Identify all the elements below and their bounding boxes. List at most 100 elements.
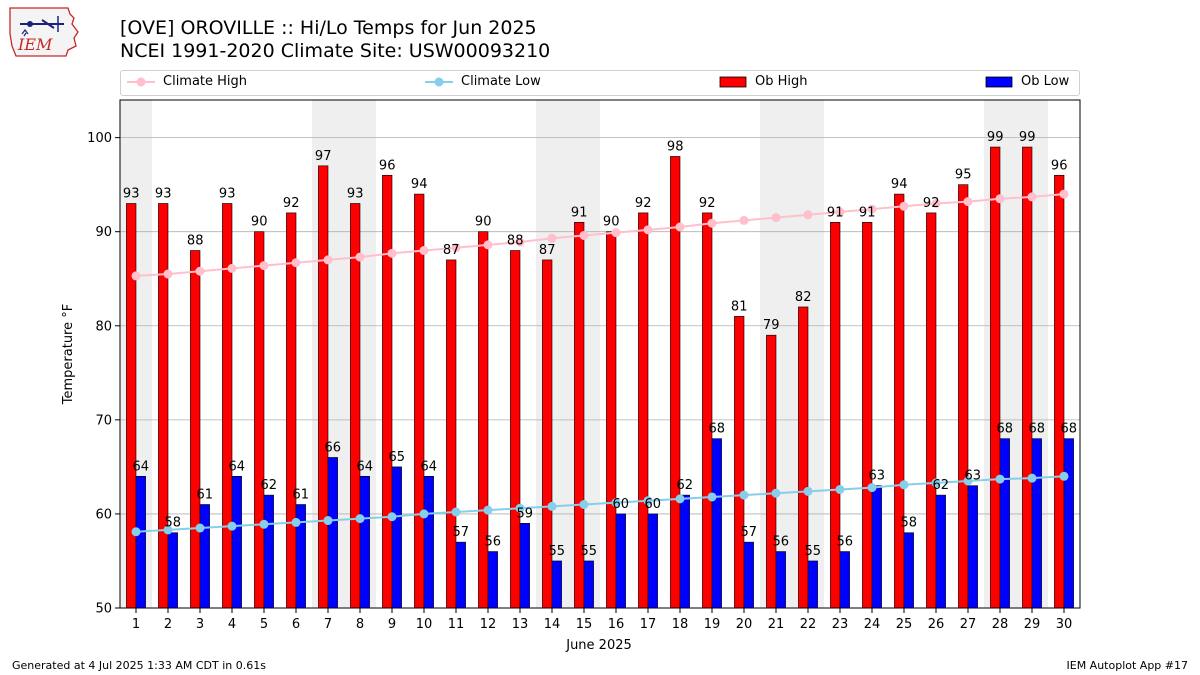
climate-low-point xyxy=(899,480,909,490)
legend-climate-high: Climate High xyxy=(127,74,247,89)
ob-high-value-label: 93 xyxy=(123,186,140,201)
climate-high-point xyxy=(291,258,301,268)
ob-low-swatch-icon xyxy=(985,76,1013,87)
ob-low-bar xyxy=(935,494,946,609)
y-tick-label: 70 xyxy=(95,413,112,428)
ob-high-value-label: 87 xyxy=(443,243,460,258)
ob-low-value-label: 68 xyxy=(1061,422,1078,437)
ob-low-bar xyxy=(679,494,690,609)
ob-low-bar xyxy=(775,551,786,609)
ob-low-bar xyxy=(711,438,722,609)
climate-low-point xyxy=(739,490,749,500)
climate-high-point xyxy=(195,266,205,276)
ob-low-value-label: 55 xyxy=(549,544,566,559)
ob-high-bar xyxy=(286,212,297,609)
climate-low-point xyxy=(643,496,653,506)
ob-high-bar xyxy=(926,212,937,609)
ob-low-bar xyxy=(871,485,882,609)
y-tick-label: 100 xyxy=(87,131,112,146)
climate-high-point xyxy=(227,263,237,273)
ob-high-value-label: 90 xyxy=(603,215,620,230)
climate-high-point xyxy=(387,248,397,258)
ob-high-value-label: 92 xyxy=(923,196,940,211)
x-tick-label: 22 xyxy=(800,617,817,632)
climate-high-point xyxy=(1027,192,1037,202)
ob-high-value-label: 94 xyxy=(891,177,908,192)
ob-low-bar xyxy=(647,513,658,609)
ob-low-value-label: 55 xyxy=(581,544,598,559)
ob-low-value-label: 58 xyxy=(165,516,182,531)
ob-low-bar xyxy=(263,494,274,609)
ob-high-value-label: 93 xyxy=(219,186,236,201)
climate-high-point xyxy=(771,213,781,223)
climate-low-point xyxy=(483,505,493,515)
x-tick-label: 11 xyxy=(448,617,465,632)
climate-low-point xyxy=(515,503,525,513)
ob-low-value-label: 64 xyxy=(421,459,438,474)
ob-high-bar xyxy=(1022,146,1033,609)
ob-low-bar xyxy=(583,560,594,609)
climate-low-point xyxy=(771,488,781,498)
y-tick-label: 90 xyxy=(95,225,112,240)
climate-low-point xyxy=(803,486,813,496)
x-tick-label: 1 xyxy=(132,617,140,632)
ob-high-value-label: 88 xyxy=(507,234,524,249)
ob-low-bar xyxy=(903,532,914,609)
ob-low-value-label: 63 xyxy=(869,469,886,484)
ob-high-value-label: 92 xyxy=(635,196,652,211)
climate-high-line xyxy=(135,193,1065,277)
ob-high-bar xyxy=(862,221,873,609)
ob-high-value-label: 95 xyxy=(955,168,972,183)
ob-low-value-label: 60 xyxy=(613,497,630,512)
climate-high-point xyxy=(547,233,557,243)
ob-low-bar xyxy=(551,560,562,609)
climate-high-point xyxy=(611,228,621,238)
ob-low-bar xyxy=(455,541,466,609)
ob-high-value-label: 96 xyxy=(1051,158,1068,173)
climate-low-point xyxy=(323,516,333,526)
ob-low-bar xyxy=(135,475,146,609)
generated-timestamp: Generated at 4 Jul 2025 1:33 AM CDT in 0… xyxy=(12,659,266,672)
ob-low-value-label: 68 xyxy=(709,422,726,437)
chart-subtitle: NCEI 1991-2020 Climate Site: USW00093210 xyxy=(120,40,551,62)
climate-high-point xyxy=(739,215,749,225)
ob-high-value-label: 90 xyxy=(251,215,268,230)
x-tick-label: 23 xyxy=(832,617,849,632)
ob-high-bar xyxy=(606,231,617,609)
ob-low-bar xyxy=(327,457,338,609)
climate-low-point xyxy=(675,494,685,504)
ob-low-bar xyxy=(1031,438,1042,609)
climate-low-point xyxy=(291,517,301,527)
climate-low-point xyxy=(995,474,1005,484)
x-tick-label: 7 xyxy=(324,617,332,632)
climate-low-point xyxy=(227,521,237,531)
legend-climate-low: Climate Low xyxy=(425,74,541,89)
climate-high-point xyxy=(899,201,909,211)
ob-low-bar xyxy=(839,551,850,609)
ob-low-bar xyxy=(423,475,434,609)
ob-low-value-label: 60 xyxy=(645,497,662,512)
climate-low-line xyxy=(135,475,1065,533)
climate-high-point xyxy=(451,243,461,253)
ob-low-bar xyxy=(999,438,1010,609)
ob-high-value-label: 87 xyxy=(539,243,556,258)
climate-low-point xyxy=(451,507,461,517)
ob-low-value-label: 57 xyxy=(453,525,470,540)
ob-high-value-label: 82 xyxy=(795,290,812,305)
ob-high-value-label: 94 xyxy=(411,177,428,192)
ob-low-value-label: 55 xyxy=(805,544,822,559)
ob-low-value-label: 62 xyxy=(677,478,694,493)
ob-high-bar xyxy=(1054,174,1065,609)
climate-low-point xyxy=(195,523,205,533)
climate-low-point xyxy=(611,498,621,508)
ob-high-bar xyxy=(734,316,745,609)
x-tick-label: 8 xyxy=(356,617,364,632)
ob-high-value-label: 99 xyxy=(987,130,1004,145)
ob-low-bar xyxy=(231,475,242,609)
ob-high-bar xyxy=(766,334,777,609)
ob-low-value-label: 65 xyxy=(389,450,406,465)
ob-low-value-label: 56 xyxy=(837,535,854,550)
climate-high-point xyxy=(803,210,813,220)
ob-low-value-label: 56 xyxy=(773,535,790,550)
